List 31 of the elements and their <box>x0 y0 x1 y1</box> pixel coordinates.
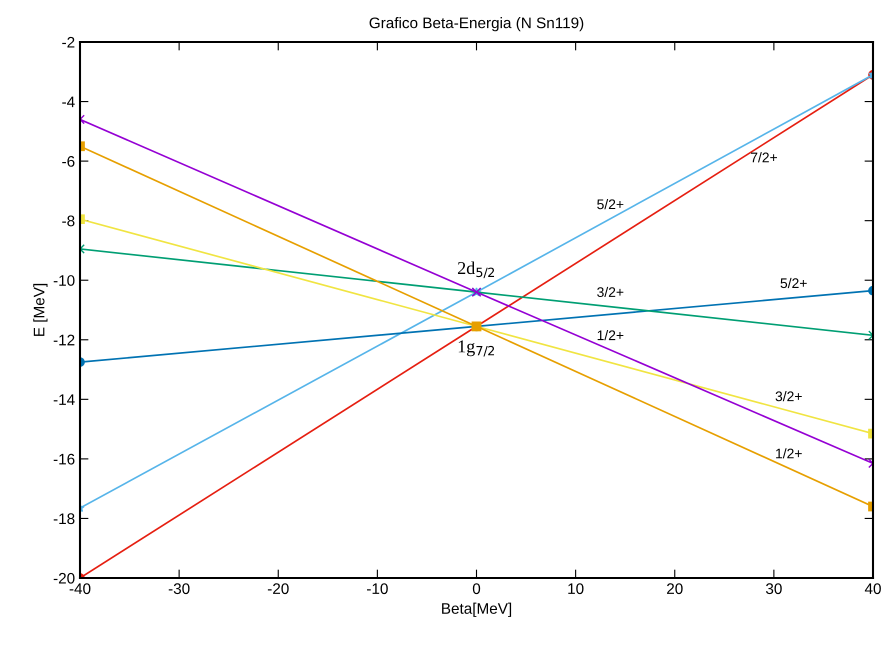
y-tick-label: -18 <box>54 513 74 524</box>
x-tick-label: -40 <box>70 583 90 594</box>
annotation: 3/2+ <box>597 286 624 298</box>
annotation: 5/2+ <box>780 278 807 288</box>
y-tick-label: -14 <box>54 394 75 405</box>
annotation: 1g$_{7/2}$ <box>458 340 494 356</box>
y-tick-label: -16 <box>54 454 74 465</box>
x-tick-label: -20 <box>268 583 289 594</box>
y-tick-label: -12 <box>54 334 74 346</box>
x-tick-label: -30 <box>168 583 190 594</box>
annotation: 7/2+ <box>750 152 777 162</box>
annotation: 2d$_{5/2}$ <box>458 261 494 278</box>
y-tick-label: -2 <box>62 36 74 48</box>
annotation: 3/2+ <box>776 391 802 402</box>
chart-title: Grafico Beta-Energia (N Sn119) <box>370 17 584 32</box>
x-tick-label: 40 <box>864 583 881 594</box>
x-tick-label: 20 <box>667 583 683 594</box>
y-axis-title: E [MeV] <box>33 284 48 336</box>
x-tick-label: 0 <box>472 583 480 594</box>
x-axis-title: Beta[MeV] <box>442 602 512 617</box>
x-tick-label: 30 <box>766 583 782 594</box>
y-tick-label: -6 <box>62 156 74 167</box>
annotation: 5/2+ <box>597 198 624 210</box>
y-tick-label: -4 <box>62 96 75 108</box>
x-tick-label: 10 <box>568 583 584 594</box>
y-tick-label: -8 <box>62 216 74 226</box>
annotation: 1/2+ <box>598 330 624 340</box>
y-tick-label: -10 <box>54 275 75 286</box>
y-tick-label: -20 <box>54 572 75 584</box>
x-tick-label: -10 <box>367 583 388 594</box>
annotation: 1/2+ <box>776 448 802 458</box>
